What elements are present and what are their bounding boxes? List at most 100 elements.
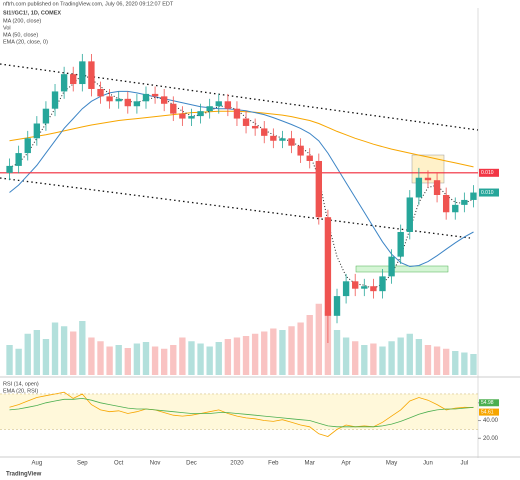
- volume-bar: [151, 346, 159, 375]
- candle-body: [370, 286, 377, 292]
- volume-bar: [233, 337, 241, 375]
- candle-body: [88, 61, 95, 89]
- x-tick-label: May: [386, 461, 397, 467]
- x-tick-label: Apr: [341, 461, 350, 467]
- candle-body: [270, 135, 277, 141]
- rsi-tag-label: 54.98: [481, 400, 494, 406]
- volume-bar: [224, 339, 232, 375]
- candle-body: [415, 177, 423, 198]
- candle-body: [97, 88, 104, 97]
- candle-body: [124, 98, 131, 107]
- y-tick-label: 20.00: [483, 436, 499, 442]
- candle-body: [333, 296, 341, 316]
- rsi-ema-line: [9, 397, 474, 428]
- volume-bar: [160, 348, 168, 375]
- ma-line: [9, 90, 474, 268]
- candle-body: [51, 91, 59, 109]
- volume-bar: [342, 337, 350, 375]
- volume-bar: [197, 343, 204, 375]
- candle-body: [70, 74, 77, 85]
- volume-bar: [406, 333, 413, 375]
- highlight-box: [355, 265, 449, 273]
- candle-body: [170, 103, 177, 114]
- volume-bar: [352, 341, 359, 375]
- volume-bar: [42, 339, 50, 375]
- volume-bar: [115, 345, 122, 375]
- candle-body: [406, 197, 413, 232]
- volume-bar: [133, 343, 141, 375]
- candle-body: [33, 123, 41, 139]
- candle-body: [233, 108, 241, 119]
- candle-body: [60, 74, 68, 92]
- candle-body: [324, 217, 332, 316]
- candle-body: [106, 96, 113, 102]
- rsi-tag: [479, 408, 499, 416]
- volume-bar: [242, 336, 250, 375]
- candle-body: [115, 98, 122, 102]
- published: nftrh.com published on TradingView.com, …: [3, 1, 174, 7]
- price-tag: [479, 168, 499, 177]
- volume-bar: [106, 346, 113, 375]
- x-tick-label: Feb: [268, 461, 279, 467]
- legend: EMA (20, close, 0): [3, 39, 48, 45]
- legend: MA (200, close): [3, 18, 41, 24]
- volume-bar: [315, 303, 323, 375]
- volume-bar: [470, 354, 477, 375]
- y-tick-label: 40.00: [483, 418, 499, 424]
- candle-body: [79, 61, 86, 85]
- legend: RSI (14, open): [3, 381, 39, 387]
- candle-body: [242, 118, 250, 126]
- candle-body: [470, 192, 477, 200]
- rsi-tag: [479, 399, 499, 407]
- volume-bar: [288, 326, 295, 375]
- candle-body: [315, 160, 323, 218]
- volume-bar: [452, 351, 459, 375]
- volume-bar: [124, 348, 131, 375]
- volume-bar: [6, 345, 13, 375]
- candle-body: [261, 128, 268, 136]
- x-tick-label: Oct: [114, 461, 124, 467]
- volume-bar: [388, 341, 395, 375]
- x-tick-label: Jun: [423, 461, 433, 467]
- x-tick-label: Mar: [305, 461, 315, 467]
- volume-bar: [361, 345, 368, 375]
- volume-bar: [170, 345, 177, 375]
- legend: MA (50, close): [3, 32, 38, 38]
- x-tick-label: Sep: [77, 461, 88, 467]
- price-tag-label: 0.010: [481, 190, 494, 196]
- candle-body: [297, 145, 304, 156]
- candle-body: [24, 138, 31, 154]
- candle-body: [42, 108, 50, 124]
- candle-body: [361, 286, 368, 289]
- volume-bar: [415, 339, 423, 375]
- volume-bar: [279, 330, 286, 375]
- price-tag: [479, 188, 499, 197]
- candle-body: [306, 155, 313, 161]
- ma-line: [9, 110, 474, 168]
- rsi-tag-label: 54.61: [481, 409, 494, 415]
- volume-bar: [179, 337, 186, 375]
- volume-bar: [397, 337, 404, 375]
- volume-bar: [70, 331, 77, 375]
- volume-bar: [461, 352, 468, 375]
- ma-line: [9, 73, 474, 290]
- x-tick-label: 2020: [230, 461, 244, 467]
- volume-bar: [79, 321, 86, 375]
- x-tick-label: Nov: [150, 461, 161, 467]
- volume-bar: [24, 333, 31, 375]
- volume-bar: [142, 342, 150, 375]
- volume-bar: [270, 328, 277, 375]
- candle-body: [151, 93, 159, 97]
- candle-body: [197, 111, 204, 117]
- candle-body: [251, 125, 259, 129]
- volume-bar: [251, 333, 259, 375]
- volume-bar: [333, 330, 341, 375]
- volume-bar: [88, 337, 95, 375]
- volume-bar: [206, 346, 213, 375]
- volume-bar: [215, 342, 222, 375]
- volume-bar: [188, 341, 195, 375]
- candle-body: [224, 101, 232, 109]
- candle-body: [133, 101, 141, 107]
- candle-body: [424, 177, 432, 181]
